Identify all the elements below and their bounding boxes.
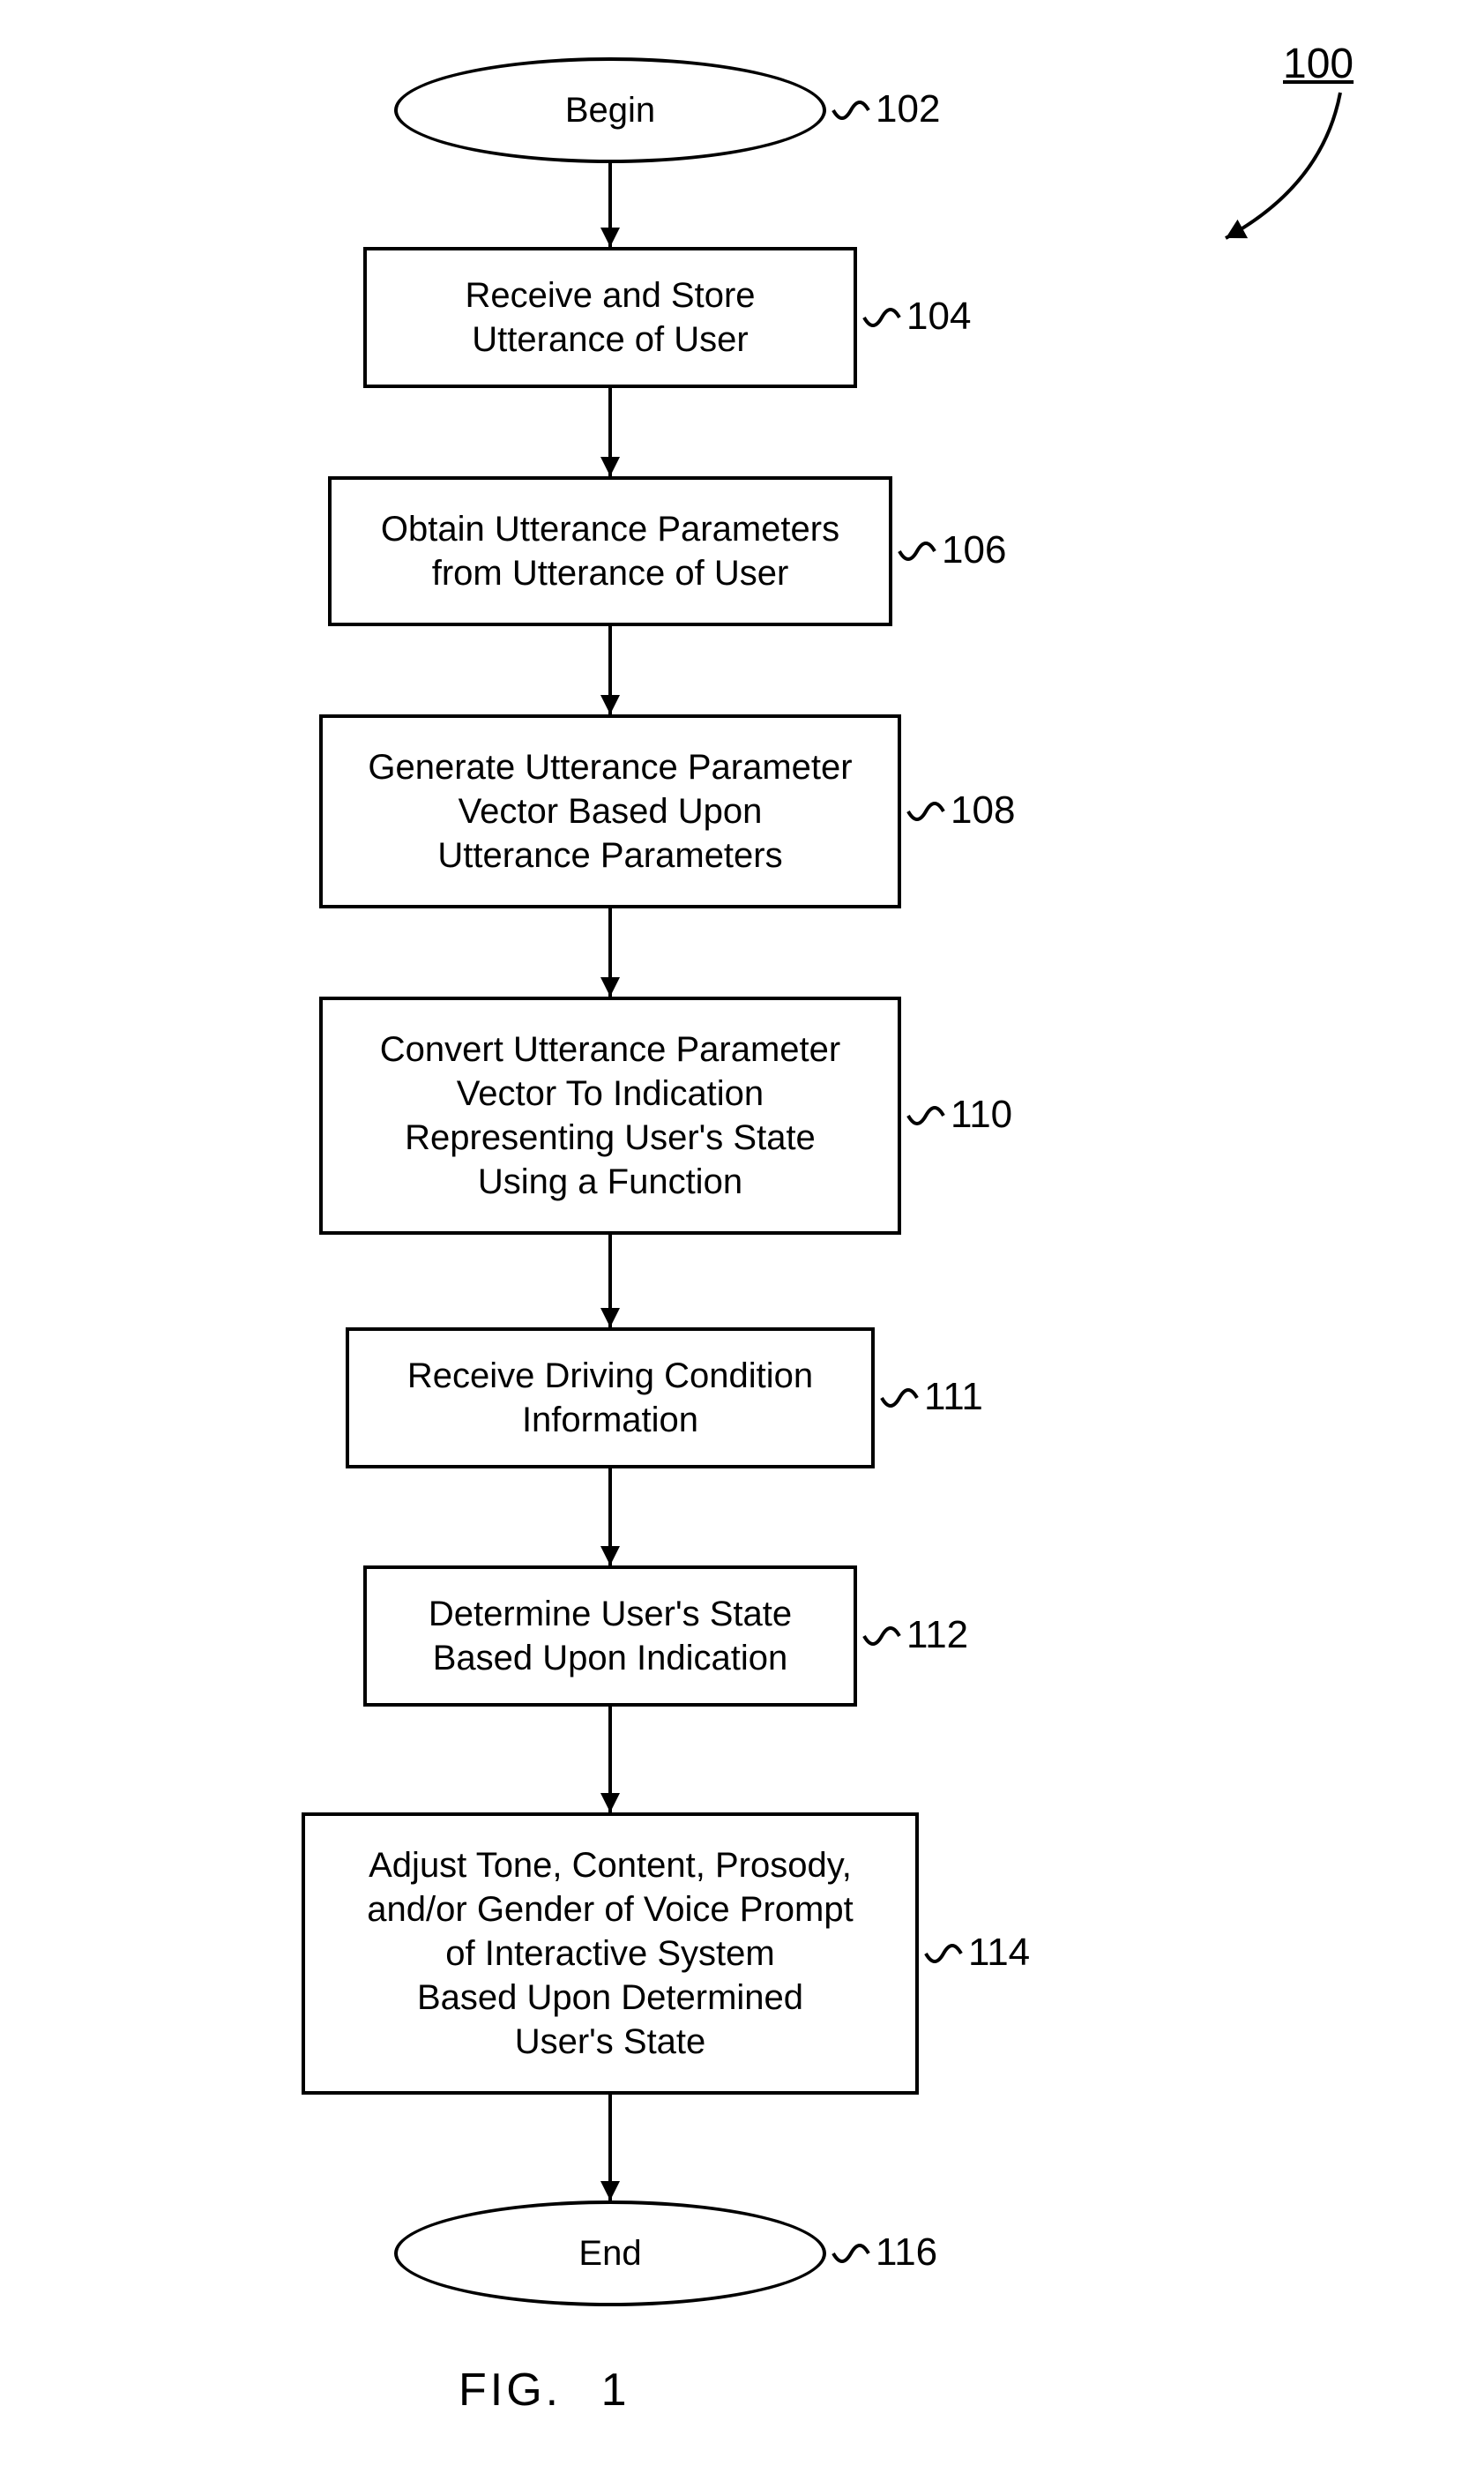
flowchart-node-text: Generate Utterance Parameter Vector Base…: [350, 745, 869, 878]
figure-caption: FIG. 1: [459, 2364, 630, 2417]
flowchart-node-text: Obtain Utterance Parameters from Utteran…: [363, 507, 857, 595]
flowchart-node-text: Convert Utterance Parameter Vector To In…: [362, 1027, 858, 1204]
flowchart-node-text: Adjust Tone, Content, Prosody, and/or Ge…: [349, 1843, 870, 2064]
flowchart-node-114: Adjust Tone, Content, Prosody, and/or Ge…: [302, 1812, 919, 2095]
flowchart-node-104: Receive and Store Utterance of User: [363, 247, 857, 388]
reference-label-108: 108: [951, 788, 1015, 833]
figure-caption-number: 1: [601, 2365, 630, 2416]
flowchart-node-112: Determine User's State Based Upon Indica…: [363, 1565, 857, 1707]
reference-label-116: 116: [876, 2230, 937, 2275]
reference-label-102: 102: [876, 87, 940, 131]
reference-label-106: 106: [942, 528, 1006, 572]
reference-label-104: 104: [906, 295, 971, 339]
reference-label-114: 114: [968, 1931, 1030, 1975]
reference-label-111: 111: [924, 1375, 983, 1419]
flowchart-node-108: Generate Utterance Parameter Vector Base…: [319, 714, 901, 908]
figure-caption-prefix: FIG.: [459, 2365, 562, 2416]
reference-label-112: 112: [906, 1613, 968, 1657]
figure-reference-number: 100: [1283, 40, 1353, 88]
flowchart-canvas: Begin 102 Receive and Store Utterance of U…: [0, 0, 1484, 2473]
flowchart-node-102: Begin: [394, 57, 826, 163]
flowchart-node-text: Receive and Store Utterance of User: [447, 273, 772, 362]
flowchart-node-text: End: [561, 2231, 659, 2275]
flowchart-node-110: Convert Utterance Parameter Vector To In…: [319, 997, 901, 1235]
flowchart-node-106: Obtain Utterance Parameters from Utteran…: [328, 476, 892, 626]
flowchart-node-text: Determine User's State Based Upon Indica…: [411, 1592, 809, 1680]
flowchart-node-text: Receive Driving Condition Information: [390, 1354, 831, 1442]
flowchart-node-text: Begin: [548, 88, 673, 132]
flowchart-node-111: Receive Driving Condition Information: [346, 1327, 875, 1468]
reference-label-110: 110: [951, 1093, 1012, 1137]
flowchart-node-116: End: [394, 2200, 826, 2306]
